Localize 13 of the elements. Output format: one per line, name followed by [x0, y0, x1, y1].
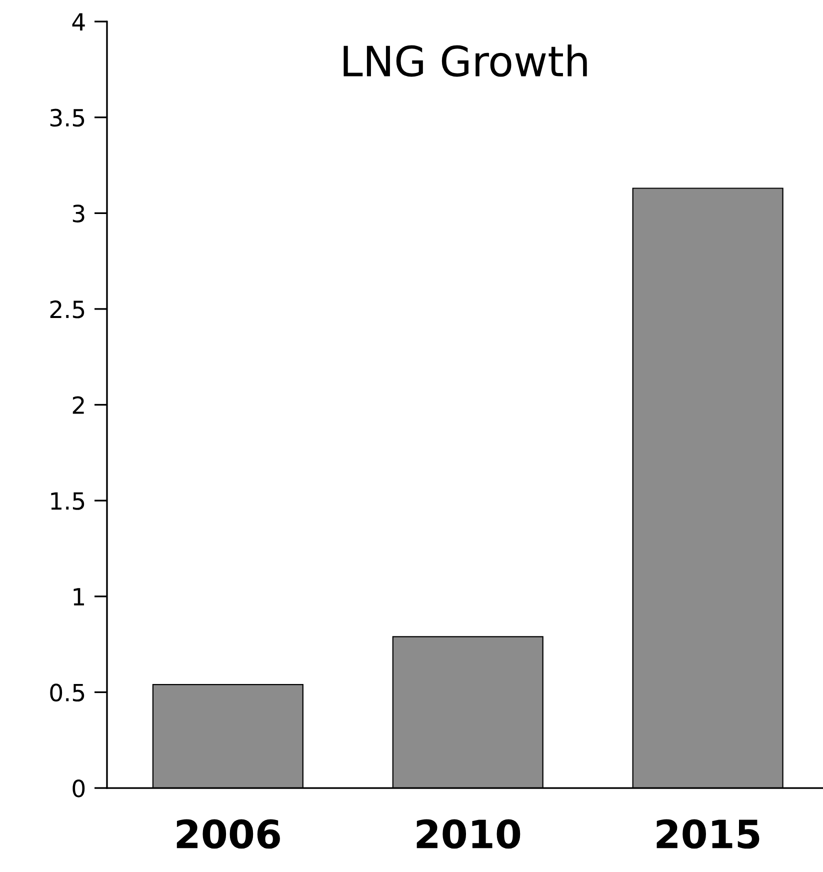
chart-title: LNG Growth [344, 44, 587, 77]
y-tick-label: 0.5 [50, 684, 84, 702]
x-tick-label: 2015 [656, 819, 760, 849]
x-tick-label: 2006 [176, 819, 280, 849]
y-tick-label: 2 [72, 396, 84, 414]
y-tick-label: 1 [74, 588, 84, 606]
x-tick-label: 2010 [416, 819, 520, 849]
y-tick-label: 3 [72, 204, 84, 222]
y-tick-label: 0 [72, 779, 85, 798]
y-tick-label: 1.5 [51, 492, 84, 510]
y-tick-label: 3.5 [50, 108, 84, 127]
y-tick-label: 2.5 [50, 300, 84, 318]
y-tick-label: 4 [72, 13, 85, 31]
